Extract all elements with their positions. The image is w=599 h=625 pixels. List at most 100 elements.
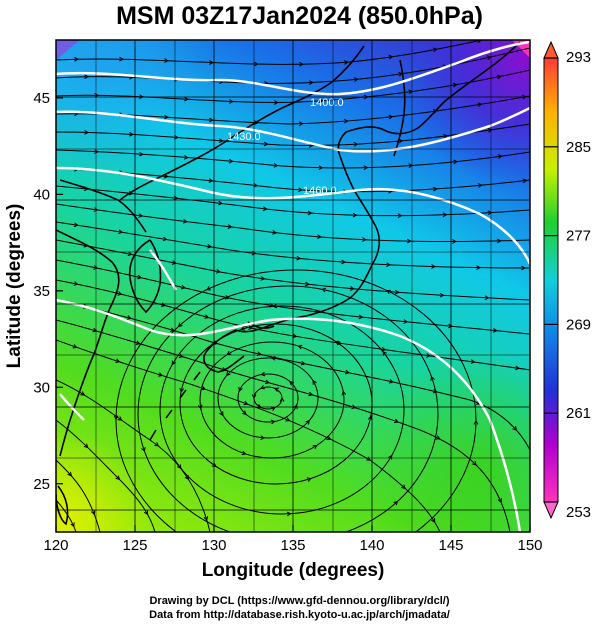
wind-arrow [73,281,79,286]
wind-arrow [321,287,327,293]
wind-arrow [204,314,210,319]
wind-arrow [177,464,182,470]
wind-arrow [431,264,437,269]
wind-arrow [335,341,341,346]
wind-arrow [207,243,213,249]
wind-arrow [317,234,322,240]
wind-arrow [80,391,86,396]
y-axis-title: Latitude (degrees) [4,204,25,369]
wind-arrow [208,178,214,183]
geopotential-contours [56,40,530,532]
colorbar-label: 285 [566,139,591,156]
wind-arrow [141,447,146,453]
wind-arrow [388,114,394,120]
wind-arrow [353,141,359,147]
wind-arrow [184,96,189,102]
wind-arrow [182,218,188,224]
wind-arrow [118,229,124,235]
wind-arrow [229,99,234,104]
wind-arrow [318,165,324,171]
wind-arrow [72,344,78,349]
wind-arrow [215,269,221,274]
y-tick-label: 45 [33,90,50,107]
wind-arrow [305,419,310,425]
wind-arrow [385,289,391,295]
credit-line-2: Data from http://database.rish.kyoto-u.a… [149,609,450,621]
wind-arrow [297,344,303,350]
wind-arrow [139,151,144,157]
wind-arrow [272,303,278,309]
wind-arrow [92,327,98,333]
wind-arrow [343,60,349,65]
wind-arrow [453,159,459,165]
wind-arrow [226,371,231,377]
wind-arrow [398,138,404,144]
wind-arrow [83,443,89,449]
wind-arrow [352,212,358,218]
wind-arrow [253,182,259,188]
wind-arrow [143,510,149,516]
colorbar-top-arrow [543,40,559,59]
wind-arrow [432,47,438,53]
wind-arrow [238,386,243,392]
wind-arrow [470,359,476,364]
wind-arrow [300,360,306,366]
wind-arrow [381,346,387,352]
wind-arrow [408,163,414,168]
wind-arrow [164,58,169,63]
wind-arrow [254,61,259,67]
wind-arrow [296,255,302,261]
wind-arrow [389,378,395,384]
wind-arrow [472,461,477,466]
wind-arrow [298,121,304,127]
wind-arrow [452,239,457,244]
lat-lon-grid [56,40,530,532]
wind-arrow [341,259,347,265]
wind-arrow [351,404,357,410]
wind-arrow [512,426,518,431]
colorbar-label: 261 [566,405,591,422]
wind-arrow [477,183,483,188]
credit-line-1: Drawing by DCL (https://www.gfd-dennou.o… [149,595,450,607]
wind-arrow [94,149,100,154]
wind-arrow [326,435,332,440]
wind-arrow [260,276,266,281]
wind-arrow [298,187,304,193]
wind-arrow [476,265,482,270]
x-tick-label: 130 [201,537,226,554]
wind-arrow [84,74,90,80]
wind-arrow [408,89,414,95]
wind-arrow [241,410,247,415]
colorbar-bottom-arrow [543,501,559,520]
y-tick-label: 40 [33,186,50,203]
wind-arrow [218,200,224,206]
wind-arrow [443,133,449,139]
wind-arrow [308,391,314,397]
wind-arrow [248,325,254,330]
wind-arrow [135,340,141,346]
wind-arrow [394,418,400,424]
x-tick-label: 145 [438,537,463,554]
wind-arrow [240,326,246,331]
wind-arrow [170,327,176,332]
wind-arrow [362,237,367,242]
wind-arrow [260,371,266,377]
wind-arrow [439,292,445,298]
wind-arrow [341,390,347,396]
wind-arrow [84,130,90,135]
wind-arrow [73,222,79,228]
wind-arrow [250,536,254,540]
wind-arrow [484,295,490,301]
wind-arrow [448,323,454,329]
colorbar-label: 277 [566,228,591,245]
x-tick-label: 135 [280,537,305,554]
wind-arrow [93,265,99,270]
wind-arrow [67,471,73,477]
wind-arrow [279,396,285,402]
wind-arrow [226,350,232,356]
y-tick-label: 25 [33,476,50,493]
wind-arrow [305,281,311,287]
wind-arrow [273,163,279,168]
wind-arrow [241,450,247,456]
